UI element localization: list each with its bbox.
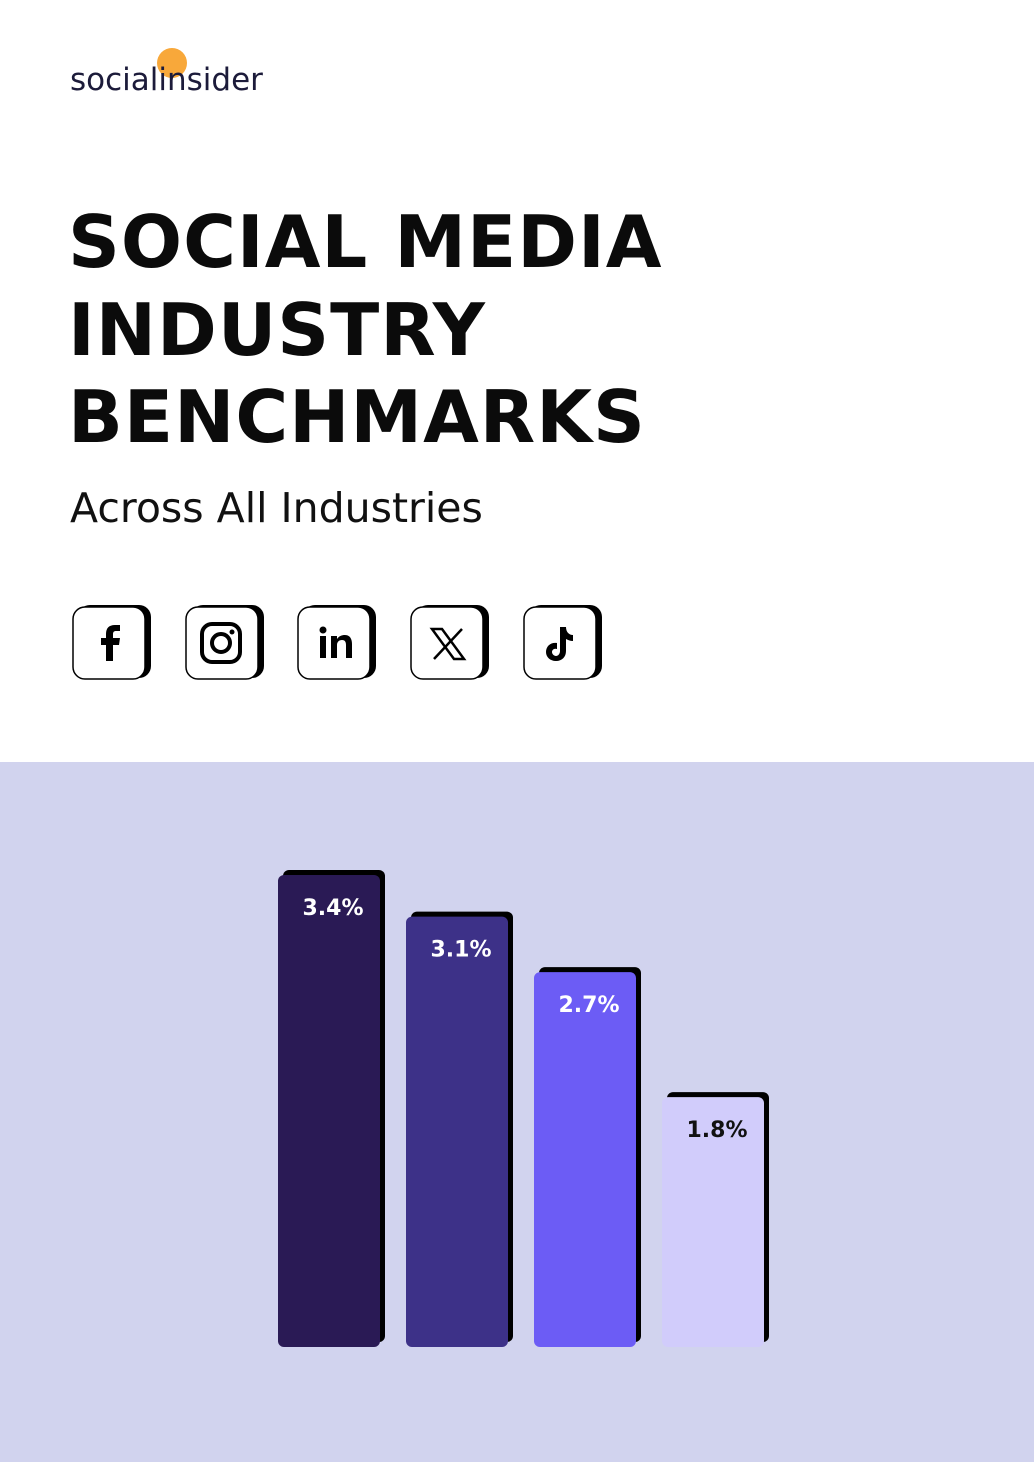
bar-chart: 3.4% 3.1% 2.7% 1.8%	[278, 870, 769, 1347]
bar	[278, 875, 380, 1347]
chart-background	[0, 762, 1034, 1462]
brand-logo: socialinsider	[70, 62, 263, 98]
linkedin-icon	[297, 605, 376, 680]
title-line: BENCHMARKS	[68, 375, 646, 459]
bar-value-label: 1.8%	[686, 1118, 747, 1143]
bar-value-label: 3.1%	[430, 938, 491, 963]
title-line: SOCIAL MEDIA	[68, 200, 662, 284]
facebook-icon	[72, 605, 151, 680]
bar	[406, 916, 508, 1347]
bar	[662, 1097, 764, 1347]
title-line: INDUSTRY	[68, 288, 486, 372]
bar	[534, 972, 636, 1347]
x-icon	[410, 605, 489, 680]
bar-value-label: 3.4%	[302, 896, 363, 921]
bar-value-label: 2.7%	[558, 993, 619, 1018]
social-icons	[72, 605, 602, 680]
logo-dot	[157, 48, 187, 78]
subtitle: Across All Industries	[70, 484, 483, 532]
instagram-icon	[185, 605, 264, 680]
tiktok-icon	[523, 605, 602, 680]
